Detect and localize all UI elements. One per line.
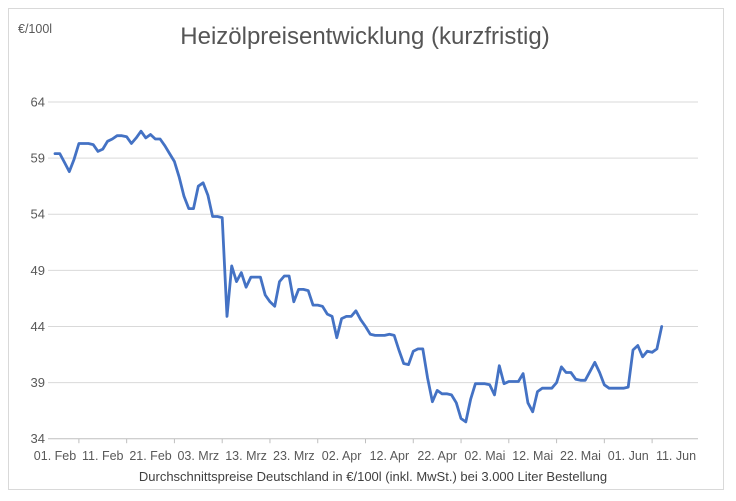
y-axis-tick-label: 49 (31, 263, 45, 278)
x-axis-tick-label: 22. Mai (560, 449, 601, 463)
x-axis-tick-label: 01. Feb (34, 449, 76, 463)
x-axis-tick-label: 22. Apr (417, 449, 457, 463)
x-axis-labels: 01. Feb 11. Feb 21. Feb 03. Mrz 13. Mrz 23. M… (34, 449, 696, 463)
y-axis-unit-label: €/100l (18, 22, 52, 36)
y-axis-tick-label: 64 (31, 95, 45, 110)
x-axis-tick-label: 11. Feb (82, 449, 124, 463)
chart-caption: Durchschnittspreise Deutschland in €/100… (139, 469, 607, 484)
x-axis-tick-label: 13. Mrz (225, 449, 267, 463)
y-axis-tick-label: 44 (31, 319, 45, 334)
chart-title: Heizölpreisentwicklung (kurzfristig) (180, 23, 549, 50)
x-axis-tick-label: 01. Jun (608, 449, 649, 463)
x-axis-tick-label: 23. Mrz (273, 449, 315, 463)
x-axis-tick-label: 02. Apr (322, 449, 362, 463)
y-axis-tick-label: 34 (31, 431, 45, 446)
y-axis-tick-label: 39 (31, 375, 45, 390)
y-axis-labels: 64 59 54 49 44 39 34 (31, 95, 45, 447)
chart-border (8, 8, 724, 490)
x-axis-tick-label: 12. Mai (512, 449, 553, 463)
x-axis-tick-marks (78, 438, 653, 444)
x-axis-tick-label: 11. Jun (656, 449, 696, 463)
y-axis-tick-label: 54 (31, 207, 45, 222)
x-axis-tick-label: 02. Mai (464, 449, 505, 463)
price-line-series-group (53, 129, 664, 424)
x-axis-tick-label: 21. Feb (129, 449, 171, 463)
y-axis-tick-label: 59 (31, 151, 45, 166)
gridlines (48, 101, 698, 440)
x-axis-tick-label: 03. Mrz (177, 449, 219, 463)
x-axis-tick-label: 12. Apr (370, 449, 410, 463)
price-line (53, 129, 664, 424)
